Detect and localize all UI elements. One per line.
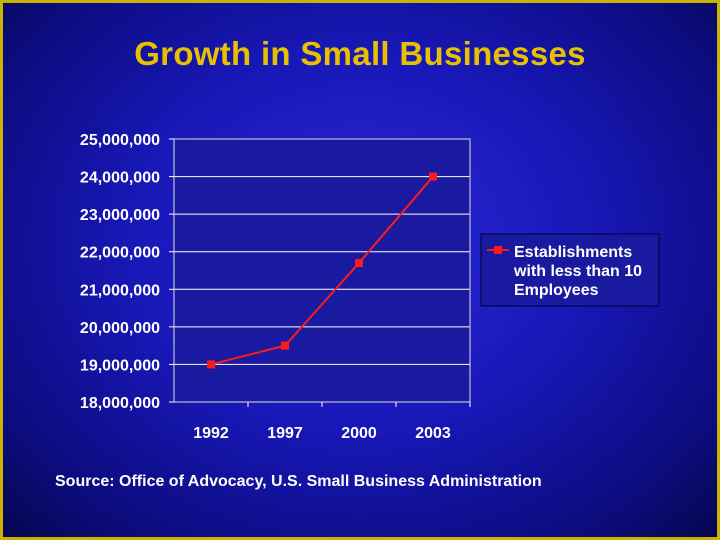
y-tick-label: 18,000,000: [80, 395, 160, 412]
y-axis-ticks: 25,000,000 24,000,000 23,000,000 22,000,000…: [80, 132, 174, 412]
x-tick-label: 1992: [193, 425, 229, 442]
y-tick-label: 19,000,000: [80, 357, 160, 374]
y-tick-label: 20,000,000: [80, 320, 160, 337]
legend-box: [480, 233, 660, 307]
data-point: [207, 360, 215, 369]
legend-label: Establishments: [514, 244, 632, 261]
y-tick-label: 23,000,000: [80, 207, 160, 224]
legend-marker: [494, 246, 502, 254]
x-tick-label: 1997: [267, 425, 303, 442]
y-tick-label: 25,000,000: [80, 132, 160, 149]
y-tick-label: 22,000,000: [80, 245, 160, 262]
x-axis-ticks: 1992 1997 2000 2003: [193, 402, 471, 442]
legend: Establishments with less than 10 Employees: [480, 233, 660, 307]
series-line: [210, 175, 434, 366]
data-point: [281, 341, 289, 350]
chart-title: Growth in Small Businesses: [134, 35, 586, 72]
plot-area: [174, 139, 470, 402]
source-note: Source: Office of Advocacy, U.S. Small B…: [55, 473, 542, 490]
y-tick-label: 21,000,000: [80, 282, 160, 299]
data-point: [355, 258, 363, 267]
series-layer: [207, 172, 437, 369]
legend-label: Employees: [514, 282, 599, 299]
legend-label: with less than 10: [513, 263, 642, 280]
x-tick-label: 2000: [341, 425, 377, 442]
data-point: [429, 172, 437, 181]
x-tick-label: 2003: [415, 425, 451, 442]
y-tick-label: 24,000,000: [80, 170, 160, 187]
line-chart: 25,000,000 24,000,000 23,000,000 22,000,000…: [80, 132, 660, 442]
